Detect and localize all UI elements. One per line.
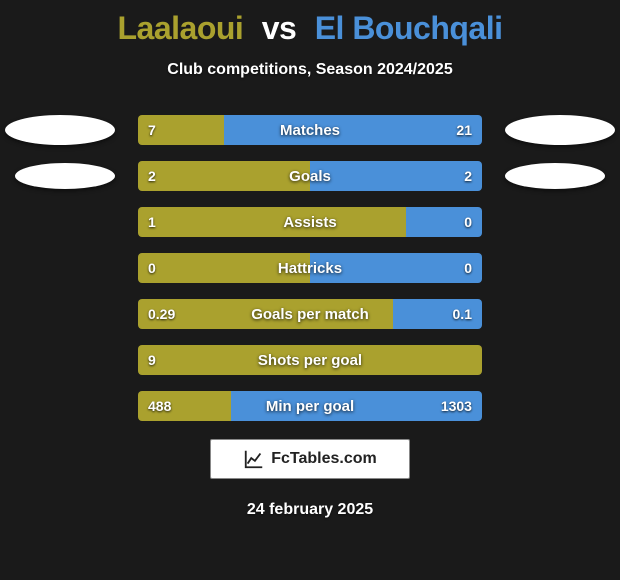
bar-right-value: 0.1 [453,306,472,322]
bar-right-segment: 0 [310,253,482,283]
site-logo: FcTables.com [210,439,410,479]
bar-right-value: 21 [456,122,472,138]
bar-row: 22Goals [138,161,482,191]
bar-right-segment: 2 [310,161,482,191]
bar-row: 0.290.1Goals per match [138,299,482,329]
bar-left-segment: 0 [138,253,310,283]
bar-row: 9Shots per goal [138,345,482,375]
club-badge-right-1 [505,115,615,145]
bar-right-value: 0 [464,214,472,230]
bar-left-value: 7 [148,122,156,138]
bar-left-value: 0.29 [148,306,175,322]
bar-right-value: 2 [464,168,472,184]
bar-row: 10Assists [138,207,482,237]
vs-text: vs [262,10,297,46]
bar-left-value: 9 [148,352,156,368]
club-badge-left-2 [15,163,115,189]
bar-left-segment: 2 [138,161,310,191]
club-badge-left-1 [5,115,115,145]
bar-right-segment: 0 [406,207,482,237]
bar-left-value: 2 [148,168,156,184]
bar-left-segment: 7 [138,115,224,145]
chart-icon [243,448,265,470]
bar-right-value: 0 [464,260,472,276]
bar-row: 00Hattricks [138,253,482,283]
bar-row: 721Matches [138,115,482,145]
player2-name: El Bouchqali [315,10,503,46]
player1-name: Laalaoui [118,10,244,46]
bar-left-segment: 1 [138,207,406,237]
bar-left-value: 488 [148,398,171,414]
bar-left-segment: 9 [138,345,482,375]
bar-left-value: 0 [148,260,156,276]
bar-left-segment: 488 [138,391,231,421]
bar-left-segment: 0.29 [138,299,393,329]
bar-left-value: 1 [148,214,156,230]
site-logo-text: FcTables.com [271,450,377,468]
club-badge-right-2 [505,163,605,189]
bar-row: 4881303Min per goal [138,391,482,421]
bar-right-segment: 1303 [231,391,482,421]
bar-right-segment: 0.1 [393,299,482,329]
subtitle: Club competitions, Season 2024/2025 [0,61,620,79]
date-text: 24 february 2025 [0,501,620,519]
bar-right-value: 1303 [441,398,472,414]
page-title: Laalaoui vs El Bouchqali [0,0,620,47]
comparison-chart: 721Matches22Goals10Assists00Hattricks0.2… [0,115,620,421]
bar-right-segment: 21 [224,115,482,145]
